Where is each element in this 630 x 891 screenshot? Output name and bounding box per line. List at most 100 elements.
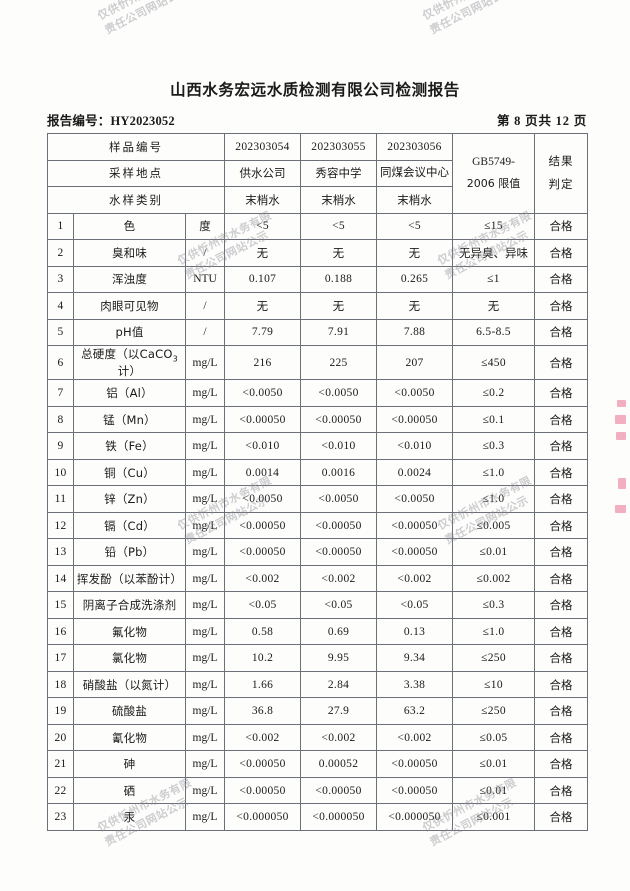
value-sample-1: <0.00050 — [224, 511, 302, 540]
item-name: 镉（Cd） — [73, 511, 186, 540]
limit-value: ≤0.005 — [452, 511, 536, 540]
table-row: 14 挥发酚（以苯酚计） mg/L <0.002 <0.002 <0.002 ≤0.002 合… — [47, 564, 589, 593]
item-unit: mg/L — [184, 776, 226, 805]
value-sample-1: <0.00050 — [224, 776, 302, 805]
value-sample-3: 0.0024 — [376, 458, 454, 487]
value-sample-3: 无 — [376, 292, 454, 320]
value-sample-3: <0.00050 — [376, 511, 454, 540]
site-2: 秀容中学 — [300, 159, 378, 187]
table-row: 1 色度 <5 <5 <5 ≤15 合格 — [47, 212, 589, 240]
value-sample-2: 7.91 — [300, 318, 378, 346]
value-sample-3: <0.002 — [376, 723, 454, 752]
value-sample-3: 207 — [376, 344, 454, 381]
table-row: 15 阴离子合成洗涤剂 mg/L <0.05 <0.05 <0.05 ≤0.3 合格 — [47, 591, 589, 619]
page-title: 山西水务宏远水质检测有限公司检测报告 — [170, 81, 460, 99]
value-sample-3: <0.0050 — [376, 485, 454, 513]
item-name: 肉眼可见物 — [73, 292, 186, 320]
row-index: 19 — [47, 697, 74, 725]
table-row: 20 氰化物 mg/L <0.002 <0.002 <0.002 ≤0.05 合格 — [47, 723, 589, 752]
row-index: 16 — [47, 617, 74, 646]
value-sample-3: <0.002 — [376, 564, 454, 593]
site-3: 同煤会议中心 — [376, 159, 454, 187]
value-sample-1: <0.0050 — [224, 485, 302, 513]
value-sample-3: 63.2 — [376, 697, 454, 725]
limit-value: ≤0.3 — [452, 591, 536, 619]
row-index: 17 — [47, 644, 74, 672]
value-sample-2: 27.9 — [300, 697, 378, 725]
row-index: 22 — [47, 776, 74, 805]
item-name: 硒 — [73, 776, 186, 805]
item-unit: 度 — [184, 212, 226, 240]
result-header-line-1: 结果 — [548, 154, 574, 169]
table-row: 4 肉眼可见物 / 无无无无合格 — [47, 292, 589, 320]
item-name: 砷 — [73, 750, 186, 778]
table-row: 8 锰（Mn） mg/L <0.00050 <0.00050 <0.00050 ≤0.1 合格 — [47, 405, 589, 434]
row-index: 11 — [47, 485, 74, 513]
value-sample-3: <0.00050 — [376, 538, 454, 566]
value-sample-1: 0.107 — [224, 265, 302, 293]
sample-no-2: 202303055 — [300, 133, 378, 161]
result-judgement: 合格 — [534, 617, 589, 646]
limit-value: ≤1.0 — [452, 485, 536, 513]
result-judgement: 合格 — [534, 292, 589, 320]
item-name: 总硬度（以CaCO3计） — [73, 344, 186, 381]
result-header-line-2: 判定 — [548, 177, 574, 192]
item-unit: NTU — [184, 265, 226, 293]
value-sample-2: <0.00050 — [300, 538, 378, 566]
row-index: 3 — [47, 265, 74, 293]
table-row: 9 铁（Fe） mg/L <0.010 <0.010 <0.010 ≤0.3 合格 — [47, 432, 589, 460]
limit-value: ≤15 — [452, 212, 536, 240]
value-sample-2: <0.002 — [300, 564, 378, 593]
value-sample-1: 216 — [224, 344, 302, 381]
item-name: 色 — [73, 212, 186, 240]
value-sample-2: <0.010 — [300, 432, 378, 460]
watermark-line-2: 责任公司网站公示 — [427, 0, 516, 37]
value-sample-2: 2.84 — [300, 670, 378, 699]
value-sample-2: <0.00050 — [300, 511, 378, 540]
result-judgement: 合格 — [534, 591, 589, 619]
value-sample-2: 9.95 — [300, 644, 378, 672]
result-judgement: 合格 — [534, 670, 589, 699]
page-indicator: 第 8 页共 12 页 — [496, 114, 587, 128]
report-number: 报告编号：HY2023052 — [47, 114, 175, 128]
value-sample-1: <0.00050 — [224, 538, 302, 566]
result-judgement: 合格 — [534, 776, 589, 805]
item-unit: mg/L — [184, 803, 226, 831]
item-name: 铜（Cu） — [73, 458, 186, 487]
result-judgement: 合格 — [534, 212, 589, 240]
row-index: 23 — [47, 803, 74, 831]
limit-value: ≤1.0 — [452, 458, 536, 487]
watermark-line-1: 仅供忻州市水务有限 — [420, 0, 519, 24]
table-row: 19 硫酸盐 mg/L 36.8 27.9 63.2 ≤250 合格 — [47, 697, 589, 725]
value-sample-3: 3.38 — [376, 670, 454, 699]
header-sample-no-label: 样品编号 — [46, 133, 226, 161]
item-unit: mg/L — [184, 644, 226, 672]
item-unit: mg/L — [184, 458, 226, 487]
value-sample-3: <0.0050 — [376, 379, 454, 407]
limit-value: ≤1 — [452, 265, 536, 293]
table-row: 2 臭和味 / 无无无无异臭、异味 合格 — [47, 239, 589, 267]
value-sample-1: <0.002 — [224, 564, 302, 593]
water-type-1: 末梢水 — [224, 186, 302, 214]
limit-value: ≤0.1 — [452, 405, 536, 434]
item-unit: mg/L — [184, 670, 226, 699]
limit-value: 6.5-8.5 — [452, 318, 536, 346]
value-sample-2: <0.0050 — [300, 379, 378, 407]
limit-value: ≤0.05 — [452, 723, 536, 752]
water-type-3: 末梢水 — [376, 186, 454, 214]
result-judgement: 合格 — [534, 511, 589, 540]
value-sample-3: <0.00050 — [376, 405, 454, 434]
limit-value: 无异臭、异味 — [452, 239, 536, 267]
row-index: 9 — [47, 432, 74, 460]
item-name: 臭和味 — [73, 239, 186, 267]
table-row: 12 镉（Cd） mg/L <0.00050 <0.00050 <0.00050 ≤0.00… — [47, 511, 589, 540]
limit-value: ≤0.01 — [452, 750, 536, 778]
value-sample-2: 无 — [300, 292, 378, 320]
result-judgement: 合格 — [534, 803, 589, 831]
value-sample-1: <0.000050 — [224, 803, 302, 831]
value-sample-1: 0.0014 — [224, 458, 302, 487]
value-sample-2: 0.188 — [300, 265, 378, 293]
value-sample-3: 无 — [376, 239, 454, 267]
